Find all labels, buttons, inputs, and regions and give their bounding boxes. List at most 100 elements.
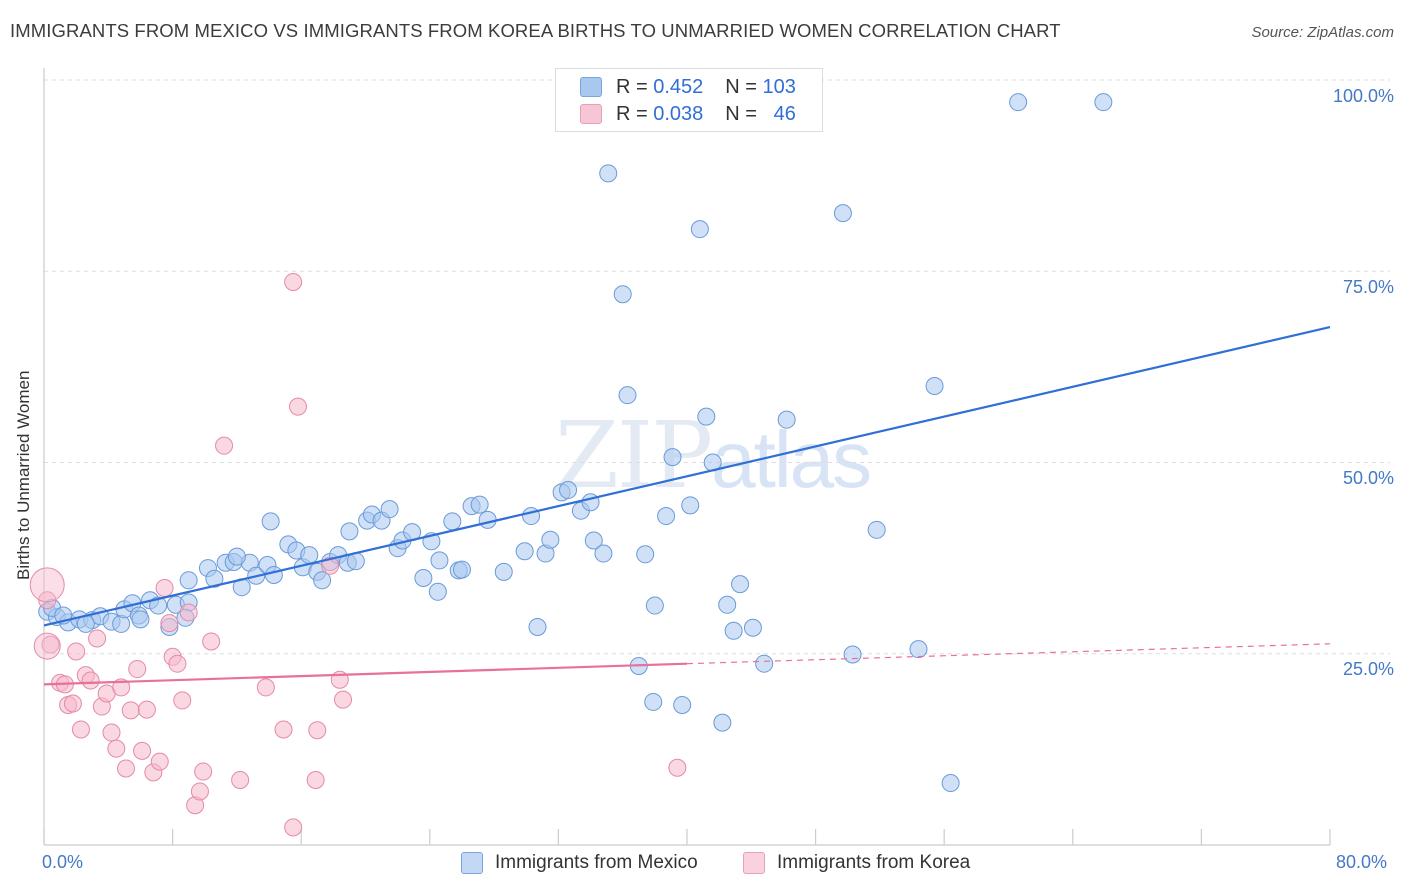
point-mexico [645, 596, 664, 615]
point-korea [215, 436, 234, 455]
point-mexico [300, 546, 319, 565]
legend-r-label: R = [616, 102, 648, 125]
point-mexico [541, 530, 560, 549]
point-mexico [681, 496, 700, 515]
point-korea [81, 671, 100, 690]
point-korea [284, 272, 303, 291]
point-mexico [430, 551, 449, 570]
legend-r-value-korea: 0.038 [653, 102, 704, 125]
point-korea [116, 759, 135, 778]
legend-r-label: R = [616, 75, 648, 98]
point-mexico [227, 547, 246, 566]
point-korea [150, 752, 169, 771]
legend-n-value-mexico: 103 [762, 75, 796, 98]
point-mexico [713, 713, 732, 732]
point-korea [202, 632, 221, 651]
point-mexico [663, 448, 682, 467]
point-mexico [340, 522, 359, 541]
point-korea [112, 678, 131, 697]
point-mexico [657, 507, 676, 526]
point-mexico [833, 204, 852, 223]
legend-n-label: N = [725, 102, 757, 125]
point-mexico [690, 220, 709, 239]
watermark-atlas: atlas [711, 415, 872, 504]
point-korea [231, 770, 250, 789]
point-korea [160, 614, 179, 633]
trendline-korea [43, 662, 688, 686]
point-korea [137, 700, 156, 719]
point-mexico [925, 377, 944, 395]
point-mexico [636, 545, 655, 564]
point-korea [33, 632, 61, 660]
point-mexico [131, 610, 150, 629]
point-korea [194, 762, 213, 781]
point-mexico [618, 386, 637, 405]
point-korea [284, 818, 303, 837]
trendline-mexico [43, 326, 1331, 627]
point-korea [63, 694, 82, 713]
point-mexico [777, 410, 796, 429]
bottom-legend-label-korea: Immigrants from Korea [777, 852, 971, 873]
point-mexico [613, 285, 632, 304]
bottom-legend-swatch-mexico [461, 852, 483, 874]
point-mexico [594, 544, 613, 563]
point-mexico [205, 569, 224, 588]
legend-n-value-korea: 46 [773, 102, 796, 125]
point-mexico [494, 562, 513, 581]
y-tick-label-100: 100.0% [1332, 86, 1394, 106]
point-korea [288, 397, 307, 416]
point-korea [38, 591, 57, 610]
point-korea [668, 758, 687, 777]
point-mexico [515, 542, 534, 561]
point-korea [333, 690, 352, 709]
y-tick-label-50: 50.0% [1342, 468, 1394, 488]
point-mexico [470, 495, 489, 514]
point-korea [306, 770, 325, 789]
point-mexico [414, 569, 433, 588]
point-mexico [313, 571, 332, 590]
point-mexico [743, 618, 762, 637]
point-korea [121, 701, 140, 720]
point-mexico [380, 500, 399, 519]
legend-n-label: N = [725, 75, 757, 98]
point-mexico [644, 692, 663, 711]
x-tick-label-min: 0.0% [42, 852, 84, 872]
point-korea [179, 603, 198, 622]
point-korea [321, 556, 340, 575]
point-mexico [478, 510, 497, 529]
chart-title: IMMIGRANTS FROM MEXICO VS IMMIGRANTS FRO… [10, 20, 1061, 41]
point-mexico [718, 595, 737, 614]
point-korea [190, 782, 209, 801]
point-mexico [755, 654, 774, 673]
point-korea [71, 720, 90, 739]
point-mexico [1094, 93, 1113, 112]
y-tick-label-75: 75.0% [1342, 277, 1394, 297]
point-mexico [559, 481, 578, 500]
bottom-legend-mexico: Immigrants from Mexico [461, 852, 698, 874]
source-label: Source: ZipAtlas.com [1251, 24, 1394, 41]
point-korea [155, 578, 174, 597]
bottom-legend-korea: Immigrants from Korea [743, 852, 970, 874]
point-mexico [867, 520, 886, 539]
point-mexico [843, 645, 862, 664]
point-mexico [149, 596, 168, 615]
point-mexico [941, 774, 960, 793]
point-mexico [909, 640, 928, 659]
legend-row-korea: R = 0.038 N = 46 [580, 102, 796, 126]
point-mexico [697, 407, 716, 426]
point-korea [41, 635, 60, 654]
legend-swatch-mexico [580, 77, 602, 97]
point-mexico [1009, 93, 1028, 112]
point-korea [29, 567, 65, 603]
legend-r-value-mexico: 0.452 [653, 75, 704, 98]
legend-row-mexico: R = 0.452 N = 103 [580, 75, 796, 99]
bottom-legend-label-mexico: Immigrants from Mexico [495, 852, 698, 873]
bottom-legend-swatch-korea [743, 852, 765, 874]
point-mexico [731, 575, 750, 594]
point-mexico [112, 614, 131, 633]
point-mexico [261, 512, 280, 531]
point-korea [128, 660, 147, 679]
point-mexico [673, 696, 692, 715]
point-mexico [599, 164, 618, 183]
